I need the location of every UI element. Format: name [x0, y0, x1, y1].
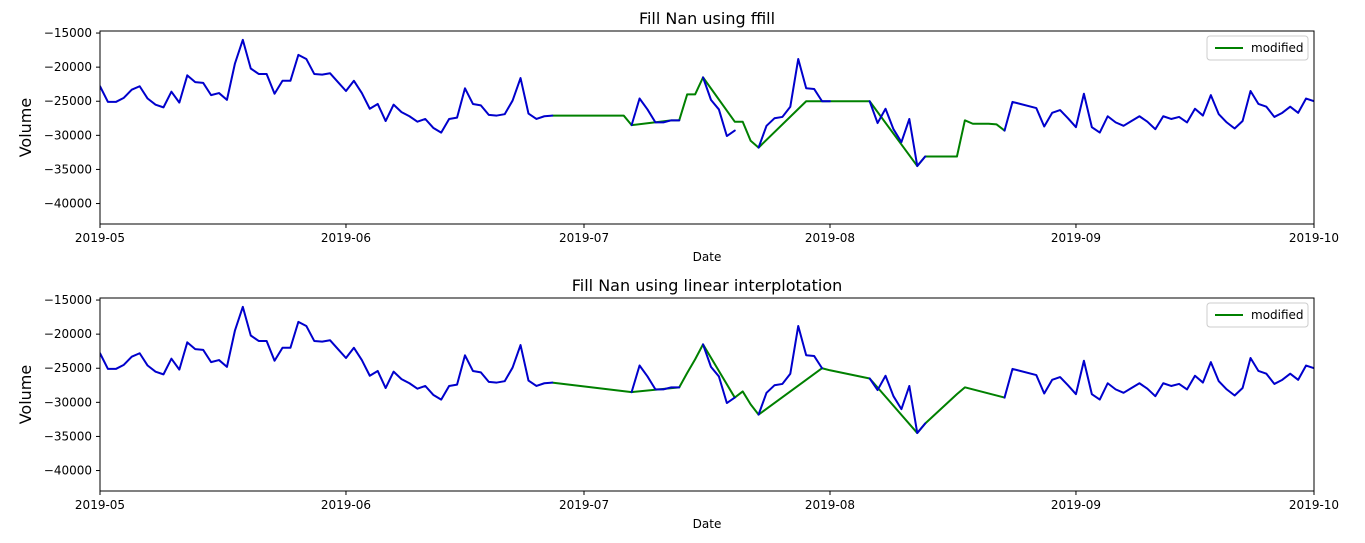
y-tick-label: −15000: [44, 293, 92, 307]
x-tick-label: 2019-08: [805, 231, 855, 245]
legend-box: [1206, 35, 1309, 61]
series-line-original-segment-3: [757, 324, 824, 416]
chart-title: Fill Nan using linear interplotation: [572, 276, 843, 295]
series-line-original-segment-1: [630, 97, 681, 127]
y-tick-label: −25000: [44, 361, 92, 375]
legend: modified: [1206, 302, 1309, 328]
series-line-modified: [551, 343, 1006, 435]
axes-frame: [99, 297, 1315, 492]
y-tick-label: −15000: [44, 26, 92, 40]
series-line-original-segment-0: [100, 305, 554, 401]
x-tick-label: 2019-09: [1051, 498, 1101, 512]
x-tick-label: 2019-06: [321, 231, 371, 245]
y-tick-label: −20000: [44, 60, 92, 74]
series-line-original-segment-4: [868, 374, 927, 435]
y-tick-label: −25000: [44, 94, 92, 108]
series-line-original-segment-4: [868, 100, 927, 168]
y-axis-label: Volume: [16, 98, 35, 158]
y-tick-label: −30000: [44, 395, 92, 409]
y-axis-label: Volume: [16, 365, 35, 425]
legend-box: [1206, 302, 1309, 328]
series-line-original-segment-2: [702, 76, 736, 138]
y-tick-label: −35000: [44, 429, 92, 443]
y-tick-label: −20000: [44, 327, 92, 341]
series-line-original-segment-1: [630, 364, 681, 394]
x-tick-label: 2019-10: [1289, 231, 1339, 245]
legend-label: modified: [1251, 41, 1304, 55]
legend: modified: [1206, 35, 1309, 61]
plot-area: [100, 38, 1314, 168]
x-tick-label: 2019-09: [1051, 231, 1101, 245]
y-tick-label: −30000: [44, 128, 92, 142]
series-line-modified: [551, 76, 1006, 168]
axes-frame: [99, 30, 1315, 225]
x-tick-label: 2019-06: [321, 498, 371, 512]
panel-ffill: Fill Nan using ffill 2019-05 2019-06 2019-0…: [16, 9, 1339, 264]
x-tick-label: 2019-07: [559, 498, 609, 512]
x-axis-label: Date: [693, 517, 722, 531]
x-tick-label: 2019-05: [75, 231, 125, 245]
panel-linear: Fill Nan using linear interplotation 2019…: [16, 276, 1339, 531]
y-tick-label: −40000: [44, 197, 92, 211]
x-tick-label: 2019-05: [75, 498, 125, 512]
series-line-original-segment-5: [1003, 90, 1314, 134]
chart-title: Fill Nan using ffill: [639, 9, 775, 28]
x-axis-label: Date: [693, 250, 722, 264]
series-line-original-segment-2: [702, 343, 736, 405]
series-line-original-segment-0: [100, 38, 554, 134]
legend-label: modified: [1251, 308, 1304, 322]
y-tick-label: −35000: [44, 162, 92, 176]
x-tick-label: 2019-10: [1289, 498, 1339, 512]
series-line-original-segment-5: [1003, 357, 1314, 401]
plot-area: [100, 305, 1314, 435]
y-tick-label: −40000: [44, 464, 92, 478]
x-tick-label: 2019-08: [805, 498, 855, 512]
series-line-original-segment-3: [757, 57, 831, 149]
x-tick-label: 2019-07: [559, 231, 609, 245]
